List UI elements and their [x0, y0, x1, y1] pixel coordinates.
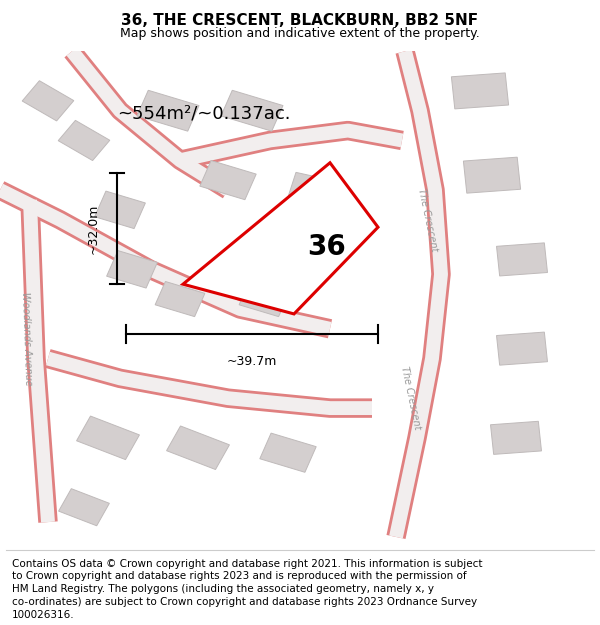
Text: HM Land Registry. The polygons (including the associated geometry, namely x, y: HM Land Registry. The polygons (includin… [12, 584, 434, 594]
Text: ~39.7m: ~39.7m [227, 354, 277, 367]
Polygon shape [260, 433, 316, 472]
Polygon shape [22, 81, 74, 121]
Text: 36, THE CRESCENT, BLACKBURN, BB2 5NF: 36, THE CRESCENT, BLACKBURN, BB2 5NF [121, 12, 479, 28]
Text: Contains OS data © Crown copyright and database right 2021. This information is : Contains OS data © Crown copyright and d… [12, 559, 482, 569]
Polygon shape [77, 416, 139, 459]
Polygon shape [95, 191, 145, 229]
Text: 100026316.: 100026316. [12, 610, 74, 620]
Polygon shape [137, 90, 199, 131]
Polygon shape [451, 73, 509, 109]
Polygon shape [155, 281, 205, 317]
Text: The Crescent: The Crescent [416, 187, 439, 253]
Polygon shape [239, 281, 289, 317]
Text: 36: 36 [307, 233, 346, 261]
Polygon shape [497, 332, 547, 365]
Polygon shape [497, 243, 547, 276]
Text: Map shows position and indicative extent of the property.: Map shows position and indicative extent… [120, 27, 480, 40]
Polygon shape [58, 121, 110, 161]
Polygon shape [107, 251, 157, 288]
Text: The Crescent: The Crescent [400, 366, 422, 431]
Polygon shape [221, 90, 283, 131]
Polygon shape [200, 161, 256, 200]
Polygon shape [287, 173, 337, 208]
Text: to Crown copyright and database rights 2023 and is reproduced with the permissio: to Crown copyright and database rights 2… [12, 571, 467, 581]
Text: ~554m²/~0.137ac.: ~554m²/~0.137ac. [117, 104, 291, 122]
Polygon shape [167, 426, 229, 469]
Polygon shape [59, 489, 109, 526]
Text: ~32.0m: ~32.0m [86, 203, 100, 254]
Text: co-ordinates) are subject to Crown copyright and database rights 2023 Ordnance S: co-ordinates) are subject to Crown copyr… [12, 598, 477, 608]
Polygon shape [183, 162, 378, 314]
Text: Woodlands Avenue: Woodlands Avenue [20, 292, 34, 386]
Polygon shape [491, 421, 541, 454]
Polygon shape [463, 157, 521, 193]
